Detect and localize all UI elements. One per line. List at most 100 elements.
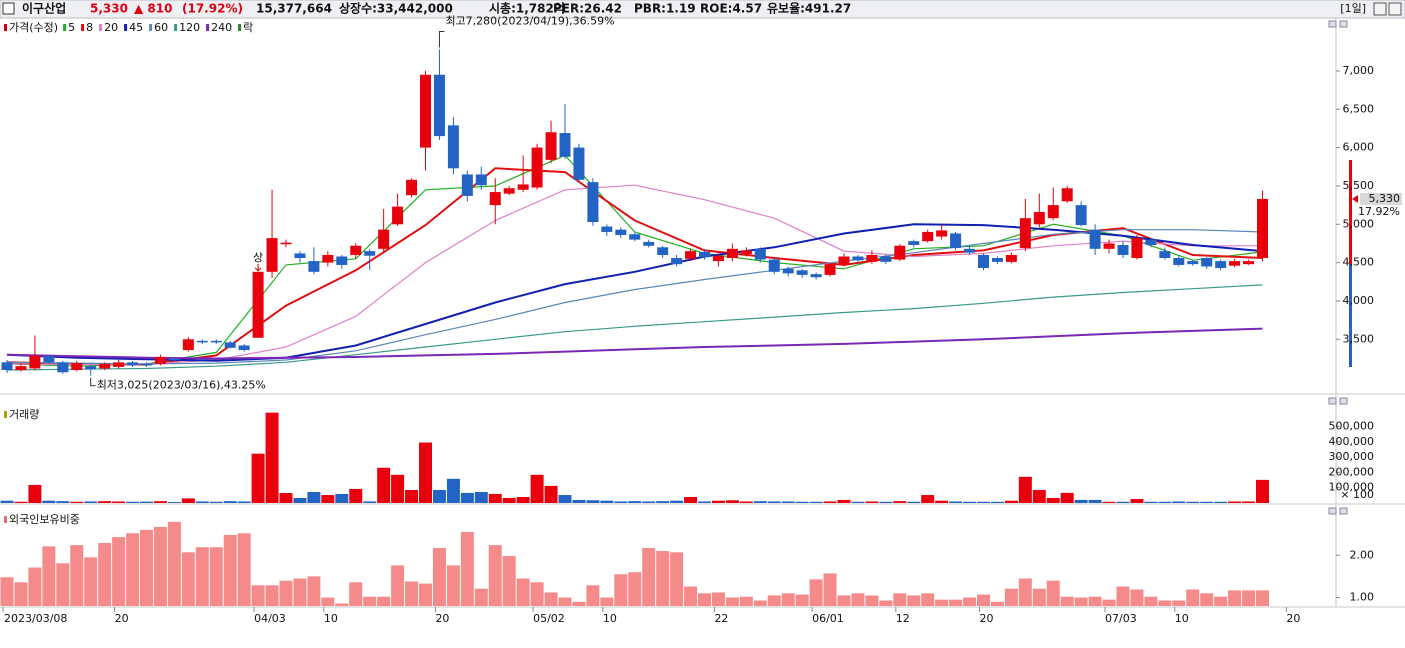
candle-body xyxy=(475,174,487,186)
checkbox[interactable] xyxy=(2,2,15,15)
bar xyxy=(670,500,684,503)
candle-body xyxy=(657,247,669,255)
bar xyxy=(405,581,419,606)
candle-body xyxy=(280,242,292,245)
x-tick-label: 20 xyxy=(1286,612,1300,625)
panel-title: 거래량 xyxy=(9,408,39,421)
candle-body xyxy=(671,258,683,265)
bar xyxy=(432,489,446,503)
panel-icon[interactable] xyxy=(1328,397,1337,405)
bar xyxy=(907,501,921,503)
candle-body xyxy=(238,345,250,351)
candle-body xyxy=(322,254,334,263)
panel-icon[interactable] xyxy=(1339,507,1348,515)
bar xyxy=(977,501,990,503)
bar xyxy=(1200,593,1214,606)
bar xyxy=(474,588,488,606)
bar xyxy=(419,442,432,503)
bar xyxy=(502,497,516,503)
bar xyxy=(1158,600,1172,606)
candle-body xyxy=(447,125,459,169)
pbr: PBR:1.19 xyxy=(634,2,696,16)
candle-body xyxy=(336,256,348,265)
bar xyxy=(711,592,725,606)
candle-body xyxy=(685,251,697,259)
bar xyxy=(98,542,112,606)
candle-body xyxy=(810,274,822,278)
bar xyxy=(70,501,84,503)
candle-body xyxy=(1145,239,1157,245)
y-tick-label: 6,500 xyxy=(1343,102,1375,115)
bar xyxy=(1242,590,1256,606)
change-tag-label: 17.92% xyxy=(1358,205,1400,218)
bar xyxy=(167,502,181,503)
change: ▲ 810 xyxy=(134,2,172,16)
panel-icon[interactable] xyxy=(1339,20,1348,28)
candle-body xyxy=(1061,188,1073,202)
bar xyxy=(684,497,698,503)
legend-swatch xyxy=(149,24,153,31)
candle-body xyxy=(643,241,655,246)
bar xyxy=(237,501,251,503)
candle-body xyxy=(796,270,808,275)
y-tick-label: 4,000 xyxy=(1343,294,1375,307)
candle-body xyxy=(768,259,780,272)
bar xyxy=(14,501,28,503)
bar xyxy=(419,583,432,606)
panel-icon[interactable] xyxy=(1339,397,1348,405)
candle-body xyxy=(1215,261,1227,268)
bar xyxy=(1256,590,1269,606)
bar xyxy=(377,467,391,503)
annotation: 최저3,025(2023/03/16),43.25% xyxy=(97,379,266,392)
bar xyxy=(1242,501,1256,503)
bar xyxy=(921,593,935,606)
bar xyxy=(1186,589,1200,606)
bar xyxy=(893,593,907,606)
bar xyxy=(1186,501,1200,503)
bar xyxy=(963,501,977,503)
bar xyxy=(614,501,628,503)
moving-average xyxy=(6,327,1263,360)
x-tick-label: 04/03 xyxy=(254,612,286,625)
bar xyxy=(209,501,223,503)
panel-icon[interactable] xyxy=(1328,507,1337,515)
y-tick-label: 2.00 xyxy=(1350,548,1375,561)
panel-icon[interactable] xyxy=(1328,20,1337,28)
candle-body xyxy=(838,256,850,265)
change-pct: (17.92%) xyxy=(182,2,243,16)
bar xyxy=(949,501,963,503)
bar xyxy=(739,501,753,503)
restore-button[interactable] xyxy=(1373,2,1387,16)
panel-title-marker xyxy=(4,516,7,523)
bar xyxy=(558,597,572,606)
candle-body xyxy=(503,188,515,194)
candle-body xyxy=(420,74,431,148)
moving-average xyxy=(6,284,1263,371)
period[interactable]: [1일] xyxy=(1340,1,1366,15)
candle-body xyxy=(629,234,641,240)
bar xyxy=(446,478,460,503)
candle-body xyxy=(1005,254,1017,262)
legend-label: 8 xyxy=(86,21,93,34)
x-tick-label: 05/02 xyxy=(533,612,565,625)
bar xyxy=(474,491,488,503)
y-tick-label: 3,500 xyxy=(1343,332,1375,345)
price-tag-label: 5,330 xyxy=(1369,192,1401,205)
legend-label: 45 xyxy=(129,21,143,34)
bar xyxy=(1074,499,1088,503)
bar xyxy=(446,565,460,606)
bar xyxy=(279,580,293,606)
candle-body xyxy=(1229,261,1241,266)
candle-body xyxy=(1019,218,1031,249)
legend-swatch xyxy=(63,24,67,31)
bar xyxy=(1018,578,1032,606)
bar xyxy=(112,501,126,503)
bar xyxy=(502,556,516,606)
bar xyxy=(209,547,223,606)
bar xyxy=(1004,588,1018,606)
close-button[interactable] xyxy=(1388,2,1402,16)
bar xyxy=(126,501,140,503)
bar xyxy=(1074,597,1088,606)
candle-body xyxy=(991,258,1003,262)
